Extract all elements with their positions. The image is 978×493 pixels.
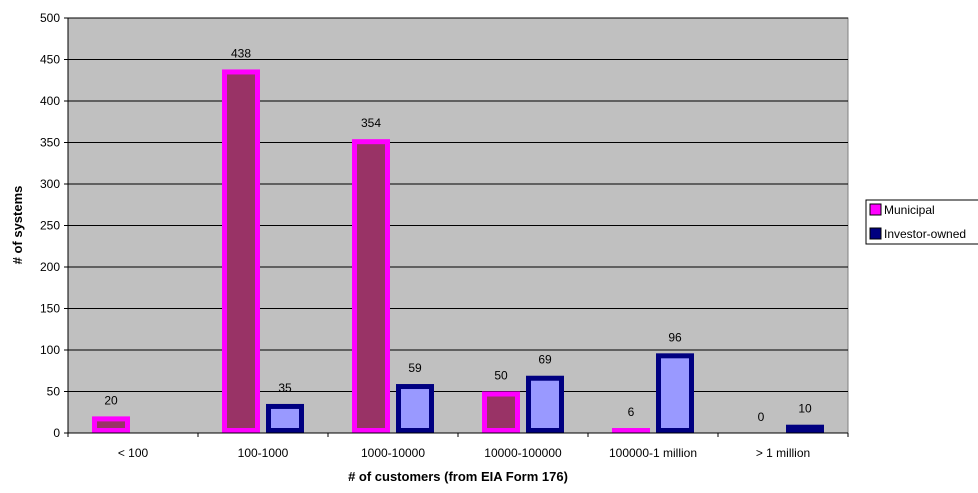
- data-labels: 20 438 354 50 6 0 35 59 69 96 10: [104, 46, 812, 424]
- data-label: 354: [361, 116, 381, 130]
- bar-fill-investor-owned: [401, 389, 429, 428]
- x-axis-title: # of customers (from EIA Form 176): [348, 469, 568, 484]
- bar-fill-municipal: [357, 144, 385, 428]
- x-tick-label: 1000-10000: [361, 446, 425, 460]
- data-label: 20: [104, 393, 118, 407]
- bar-investor-owned: [786, 424, 824, 433]
- y-tick-label: 200: [40, 260, 60, 274]
- bar-fill-investor-owned: [531, 380, 559, 428]
- x-tick-label: 10000-100000: [484, 446, 562, 460]
- bar-municipal: [612, 428, 650, 433]
- y-tick-label: 50: [47, 385, 61, 399]
- x-tick-label: 100000-1 million: [609, 446, 697, 460]
- legend: Municipal Investor-owned: [865, 199, 978, 245]
- y-tick-label: 350: [40, 136, 60, 150]
- bar-fill-municipal: [97, 421, 125, 428]
- bar-fill-municipal: [227, 74, 255, 429]
- x-tick-label: < 100: [118, 446, 149, 460]
- x-tick-label: > 1 million: [756, 446, 810, 460]
- data-label: 10: [798, 402, 812, 416]
- y-tick-label: 450: [40, 53, 60, 67]
- y-tick-label: 300: [40, 177, 60, 191]
- data-label: 0: [758, 410, 765, 424]
- gridlines: [68, 17, 848, 392]
- bars: [92, 69, 824, 434]
- y-axis-title: # of systems: [10, 186, 25, 265]
- bar-fill-municipal: [487, 396, 515, 428]
- y-tick-label: 400: [40, 94, 60, 108]
- legend-box: [865, 199, 978, 245]
- y-tick-label: 500: [40, 11, 60, 25]
- data-label: 96: [668, 330, 682, 344]
- bar-fill-investor-owned: [661, 358, 689, 428]
- data-label: 438: [231, 46, 251, 60]
- legend-swatch-investor-owned: [869, 227, 882, 240]
- x-axis-ticks: < 100 100-1000 1000-10000 10000-100000 10000…: [67, 433, 849, 460]
- data-label: 69: [538, 353, 552, 367]
- data-label: 6: [628, 405, 635, 419]
- data-label: 35: [278, 381, 292, 395]
- bar-fill-investor-owned: [271, 408, 299, 428]
- legend-swatch-municipal: [869, 203, 882, 216]
- legend-label-municipal: Municipal: [884, 203, 935, 217]
- y-tick-label: 100: [40, 343, 60, 357]
- y-tick-label: 0: [53, 426, 60, 440]
- data-label: 59: [408, 361, 422, 375]
- x-tick-label: 100-1000: [238, 446, 289, 460]
- legend-label-investor-owned: Investor-owned: [884, 227, 966, 241]
- y-tick-label: 150: [40, 302, 60, 316]
- data-label: 50: [494, 369, 508, 383]
- y-axis-ticks: 0 50 100 150 200 250 300 350 400 450 500: [40, 11, 68, 440]
- y-tick-label: 250: [40, 219, 60, 233]
